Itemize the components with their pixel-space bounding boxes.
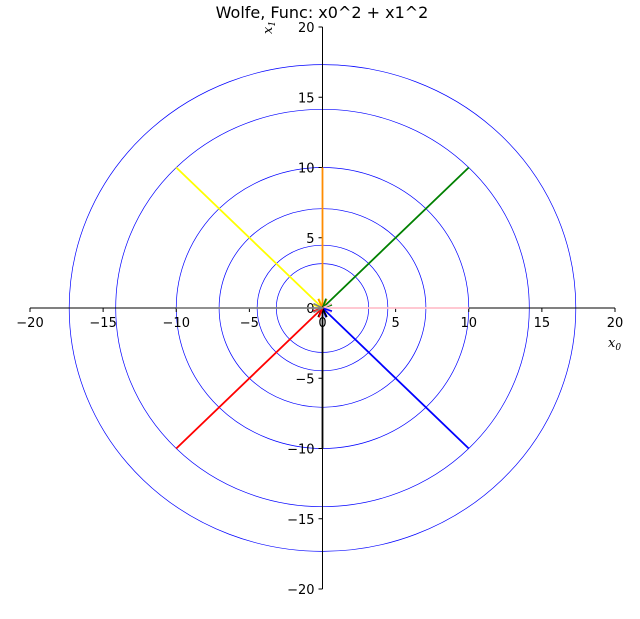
x-axis-label-sub: 0 [615, 343, 621, 353]
arrow-line [321, 166, 470, 309]
y-axis-label-main: x [261, 26, 276, 34]
x-tick-label: 15 [534, 316, 551, 331]
arrow-series-3 [321, 166, 470, 310]
arrow-line [175, 307, 324, 450]
y-ticks: −20 −15 −10 −5 0 5 10 15 20 [287, 21, 323, 598]
y-tick-label: −5 [295, 372, 314, 387]
y-tick-label: −10 [287, 443, 314, 458]
arrow-line [321, 307, 470, 450]
chart-title: Wolfe, Func: x0^2 + x1^2 [216, 3, 429, 22]
x-axis-label: x0 [608, 336, 621, 353]
y-axis-label-sub: 1 [268, 21, 278, 27]
y-tick-label: 0 [306, 302, 314, 317]
y-tick-label: 5 [306, 232, 314, 247]
x-tick-label: 20 [607, 316, 624, 331]
y-tick-label: −15 [287, 513, 314, 528]
x-tick-label: −15 [89, 316, 116, 331]
x-tick-label: 5 [391, 316, 399, 331]
arrow-series-1 [175, 166, 324, 310]
series-arrows [175, 166, 470, 450]
x-tick-label: −20 [16, 316, 43, 331]
y-tick-label: 15 [298, 91, 315, 106]
x-tick-label: −10 [163, 316, 190, 331]
x-tick-label: 10 [460, 316, 477, 331]
y-tick-label: 10 [298, 162, 315, 177]
arrow-head [313, 302, 325, 314]
y-axis-label: x1 [261, 21, 278, 34]
arrow-line [175, 166, 324, 309]
x-tick-label: −5 [240, 316, 259, 331]
y-tick-label: 20 [298, 21, 315, 36]
x-axis-label-main: x [608, 336, 616, 351]
y-tick-label: −20 [287, 583, 314, 598]
arrow-series-8 [176, 302, 325, 314]
